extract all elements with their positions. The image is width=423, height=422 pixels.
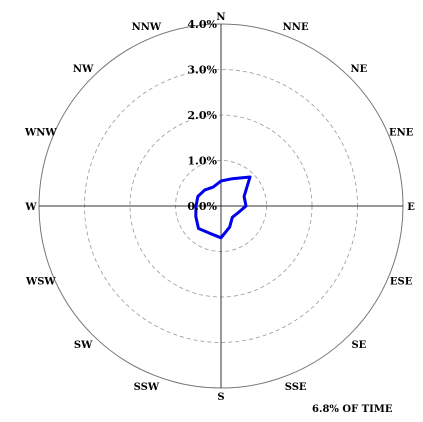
direction-label-s: S	[217, 392, 224, 403]
radial-tick-label: 1.0%	[187, 155, 217, 168]
direction-label-ne: NE	[351, 64, 368, 75]
direction-label-se: SE	[351, 340, 366, 351]
radial-tick-label: 2.0%	[187, 109, 217, 122]
direction-label-e: E	[407, 202, 415, 213]
direction-label-ene: ENE	[389, 127, 414, 138]
footnote-label: 6.8% OF TIME	[312, 404, 393, 415]
direction-label-n: N	[216, 12, 225, 23]
direction-label-nnw: NNW	[132, 22, 162, 33]
series-layer	[194, 175, 252, 240]
direction-label-wsw: WSW	[25, 277, 56, 288]
direction-label-nne: NNE	[283, 22, 309, 33]
direction-label-nw: NW	[73, 64, 94, 75]
direction-label-wnw: WNW	[24, 127, 57, 138]
radial-tick-label: 0.0%	[187, 200, 217, 213]
labels-layer: 0.0%1.0%2.0%3.0%4.0%NNNENEENEEESESESSESS…	[24, 12, 415, 403]
axes-layer	[39, 24, 403, 388]
radial-tick-label: 4.0%	[187, 18, 217, 31]
direction-label-w: W	[24, 202, 37, 213]
direction-label-ese: ESE	[390, 277, 413, 288]
direction-label-sw: SW	[74, 340, 93, 351]
direction-label-ssw: SSW	[134, 382, 160, 393]
radial-tick-label: 3.0%	[187, 64, 217, 77]
direction-label-sse: SSE	[285, 382, 307, 393]
